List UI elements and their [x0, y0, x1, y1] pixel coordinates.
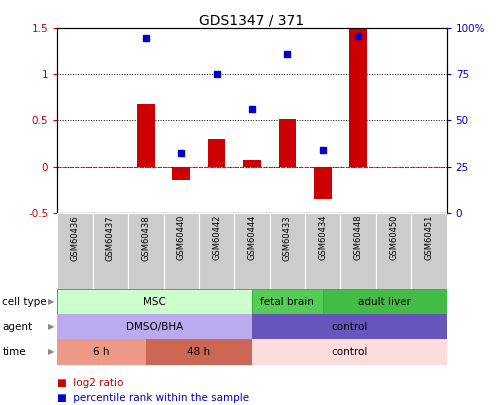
Text: DMSO/BHA: DMSO/BHA — [126, 322, 183, 332]
Bar — [376, 213, 411, 289]
Bar — [340, 213, 376, 289]
Bar — [146, 339, 252, 364]
Bar — [57, 289, 252, 314]
Text: time: time — [2, 347, 26, 357]
Bar — [199, 213, 235, 289]
Text: 48 h: 48 h — [187, 347, 211, 357]
Text: MSC: MSC — [143, 297, 166, 307]
Text: fetal brain: fetal brain — [260, 297, 314, 307]
Bar — [208, 139, 226, 166]
Text: GSM60440: GSM60440 — [177, 215, 186, 260]
Text: GSM60442: GSM60442 — [212, 215, 221, 260]
Bar — [349, 26, 367, 166]
Bar — [305, 213, 340, 289]
Bar — [411, 213, 447, 289]
Text: GSM60444: GSM60444 — [248, 215, 256, 260]
Bar — [269, 213, 305, 289]
Text: GSM60434: GSM60434 — [318, 215, 327, 260]
Bar — [93, 213, 128, 289]
Text: agent: agent — [2, 322, 32, 332]
Bar — [243, 160, 261, 166]
Bar — [252, 289, 323, 314]
Bar — [128, 213, 164, 289]
Text: ■  percentile rank within the sample: ■ percentile rank within the sample — [57, 393, 250, 403]
Text: control: control — [331, 347, 367, 357]
Bar — [57, 339, 146, 364]
Text: GSM60437: GSM60437 — [106, 215, 115, 260]
Text: GSM60448: GSM60448 — [354, 215, 363, 260]
Text: GSM60450: GSM60450 — [389, 215, 398, 260]
Bar — [314, 166, 332, 199]
Text: control: control — [331, 322, 367, 332]
Bar — [235, 213, 269, 289]
Bar — [57, 213, 93, 289]
Text: GSM60451: GSM60451 — [425, 215, 434, 260]
Bar — [57, 314, 252, 339]
Bar — [252, 339, 447, 364]
Text: adult liver: adult liver — [358, 297, 411, 307]
Text: ▶: ▶ — [48, 297, 55, 306]
Title: GDS1347 / 371: GDS1347 / 371 — [200, 13, 304, 27]
Text: ■  log2 ratio: ■ log2 ratio — [57, 378, 124, 388]
Bar — [278, 119, 296, 166]
Text: ▶: ▶ — [48, 347, 55, 356]
Text: GSM60436: GSM60436 — [70, 215, 79, 260]
Text: GSM60433: GSM60433 — [283, 215, 292, 260]
Bar — [252, 314, 447, 339]
Text: 6 h: 6 h — [93, 347, 110, 357]
Bar — [137, 104, 155, 166]
Bar — [164, 213, 199, 289]
Text: ▶: ▶ — [48, 322, 55, 331]
Bar — [172, 166, 190, 180]
Bar — [323, 289, 447, 314]
Text: GSM60438: GSM60438 — [141, 215, 150, 260]
Text: cell type: cell type — [2, 297, 47, 307]
